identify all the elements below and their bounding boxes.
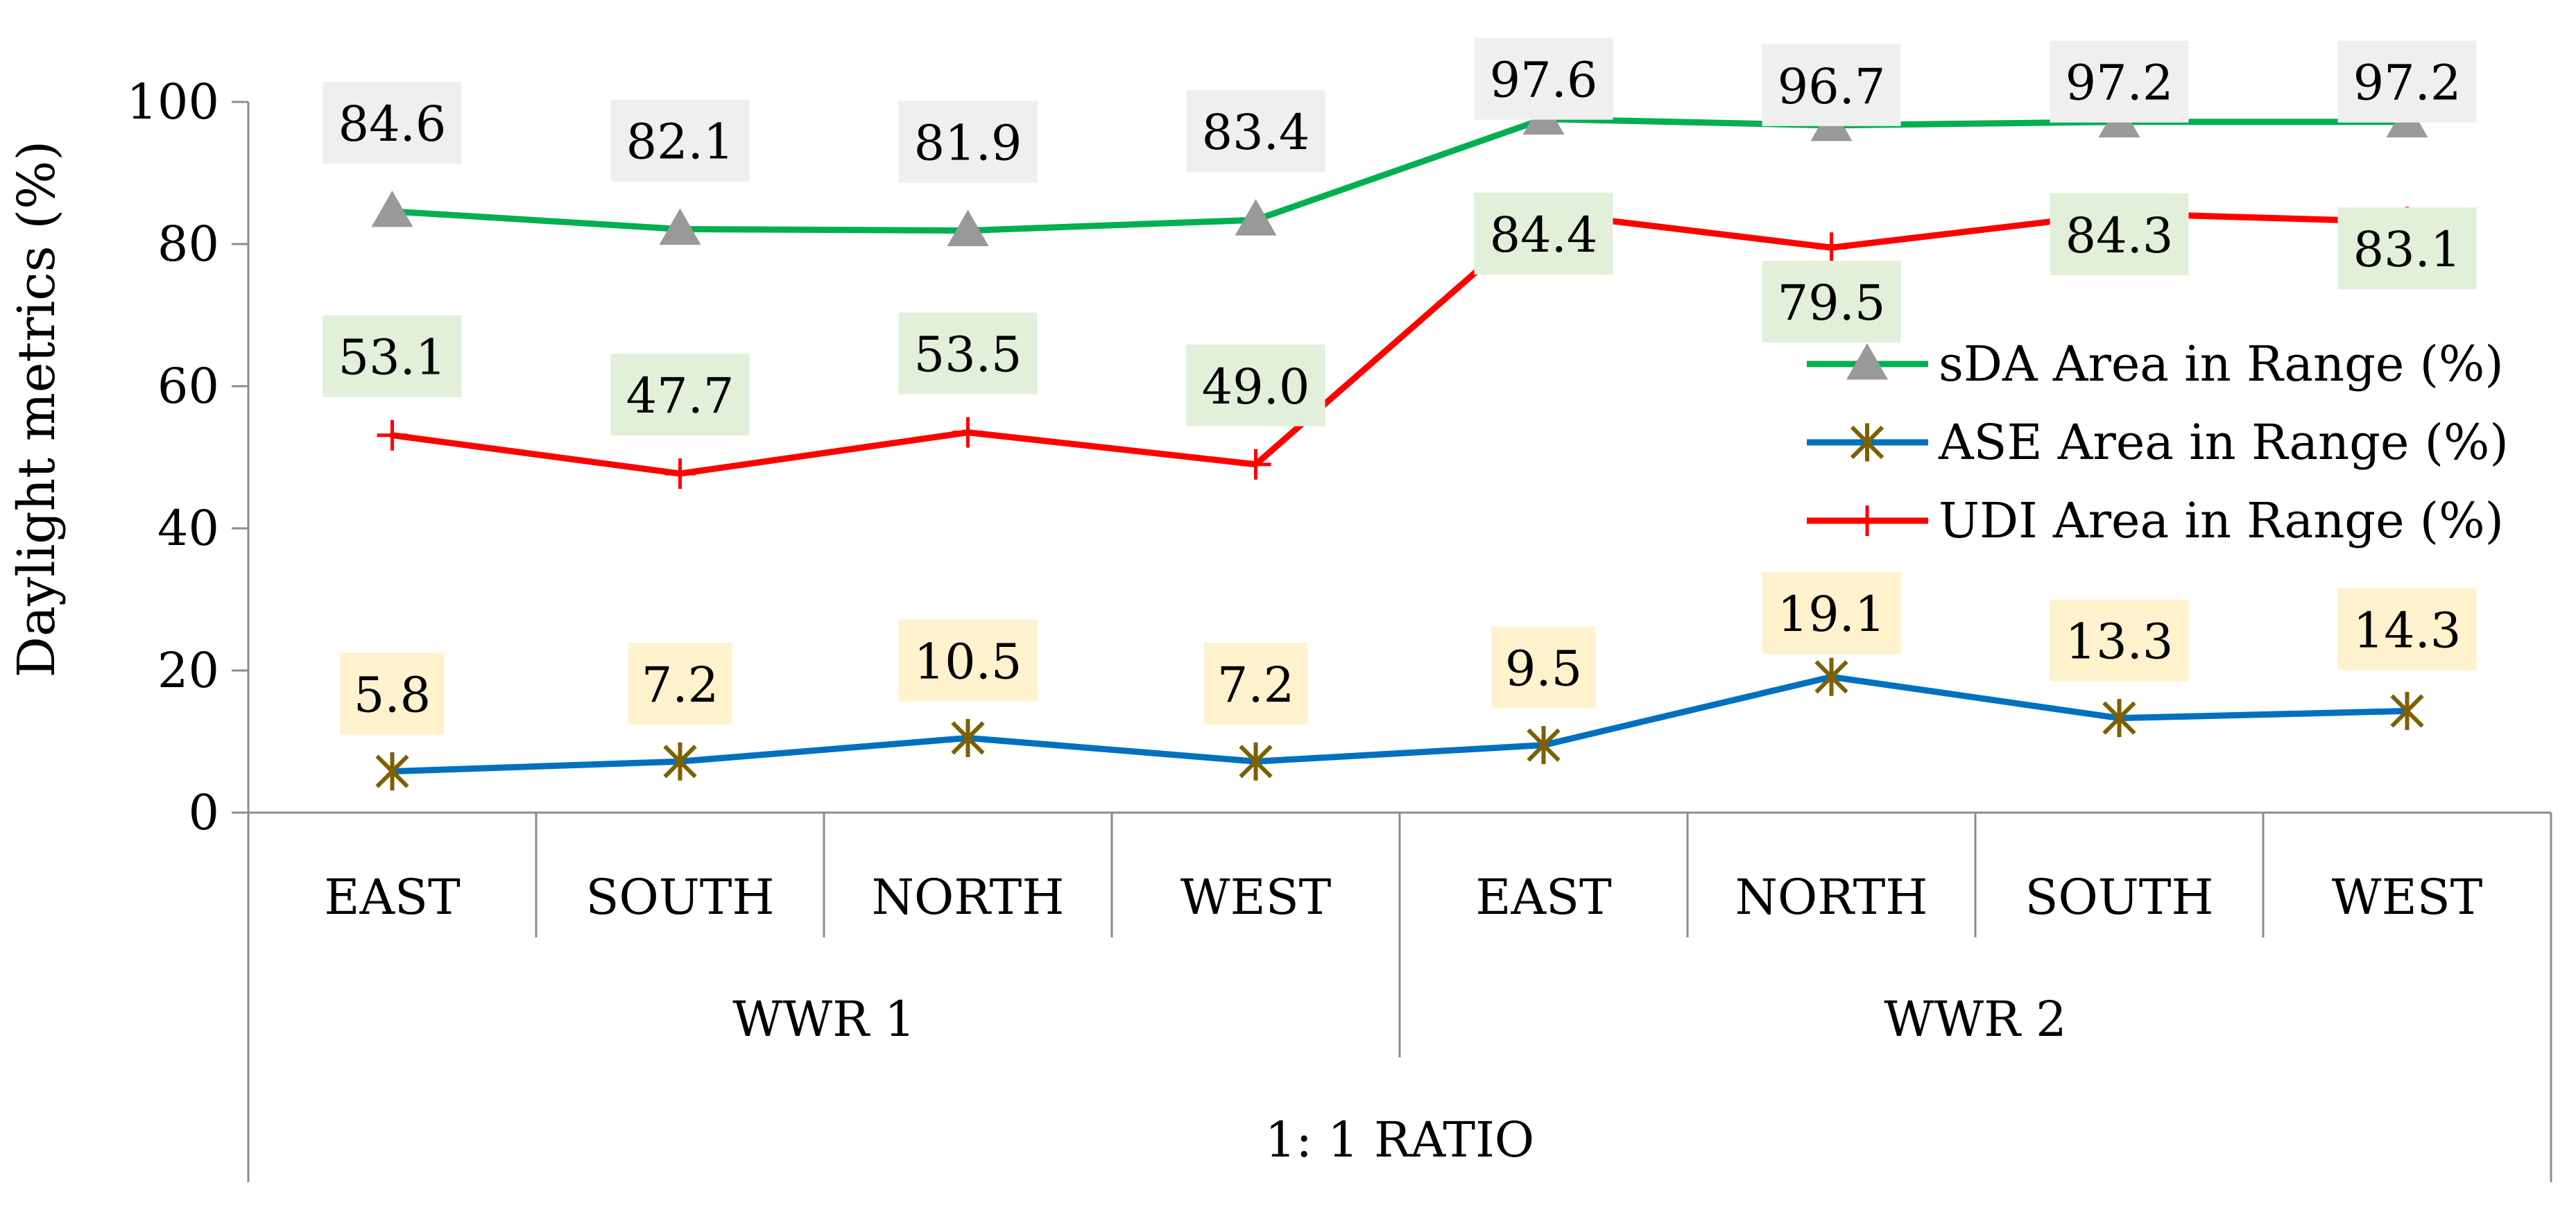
data-label-box (628, 643, 732, 725)
data-label-box (1474, 192, 1613, 275)
legend-label: UDI Area in Range (%) (1939, 492, 2504, 549)
data-point (1816, 232, 1847, 263)
data-label-box (340, 652, 445, 735)
data-label-box (2050, 40, 2189, 123)
data-point (659, 208, 701, 245)
data-label-box (898, 312, 1038, 395)
series-line (389, 673, 2410, 775)
legend-label: sDA Area in Range (%) (1939, 336, 2504, 392)
legend-swatch-marker (1846, 343, 1888, 380)
data-label-box (2337, 588, 2477, 670)
data-point (664, 458, 696, 490)
data-label-box (2337, 207, 2477, 290)
data-label: 83.4 (1202, 104, 1310, 161)
x-supergroup-label: 1: 1 RATIO (1265, 1111, 1534, 1168)
data-label: 96.7 (1778, 58, 1886, 115)
x-category-label: NORTH (872, 869, 1065, 926)
data-label-box (323, 81, 462, 164)
data-label-box (1474, 37, 1613, 120)
legend-label: ASE Area in Range (%) (1938, 414, 2509, 471)
data-label: 53.1 (338, 329, 447, 386)
y-tick-label: 60 (157, 358, 219, 415)
data-label: 84.3 (2066, 207, 2174, 264)
x-category-label: EAST (1475, 869, 1611, 926)
y-tick-label: 20 (157, 642, 219, 699)
data-label: 83.1 (2353, 221, 2462, 278)
data-label-box (1762, 44, 1901, 126)
data-label: 14.3 (2353, 602, 2462, 659)
data-label-box (610, 354, 750, 436)
data-label-box (2050, 193, 2189, 275)
data-point (2102, 699, 2136, 738)
x-category-label: WEST (2332, 869, 2483, 926)
x-category-label: WEST (1180, 869, 1332, 926)
data-label-box (2050, 599, 2189, 682)
x-category-label: EAST (324, 869, 460, 926)
data-point (375, 752, 409, 791)
data-label: 47.7 (626, 367, 735, 424)
y-tick-label: 0 (188, 784, 219, 841)
data-label: 97.2 (2066, 55, 2174, 112)
y-axis-label: Daylight metrics (%) (7, 141, 67, 678)
data-labels-layer: 84.6 82.1 81.9 83.4 97.6 96.7 97.2 97.2 5.8 7.2 10… (323, 37, 2477, 735)
x-category-label: NORTH (1735, 869, 1928, 926)
data-label: 53.5 (914, 327, 1022, 383)
data-point (952, 417, 984, 448)
data-label: 79.5 (1778, 275, 1886, 331)
data-label: 84.4 (1490, 207, 1598, 263)
data-point (2390, 691, 2424, 730)
data-label-box (898, 101, 1038, 183)
legend-swatch-marker (1852, 505, 1882, 536)
data-label: 97.2 (2353, 55, 2462, 112)
data-label-box (1186, 344, 1325, 426)
data-point (1240, 449, 1271, 480)
data-label-box (323, 315, 462, 397)
data-label: 9.5 (1505, 641, 1582, 698)
data-point (1814, 657, 1848, 696)
y-tick-label: 40 (157, 500, 219, 557)
data-label: 82.1 (626, 113, 735, 170)
data-point (947, 209, 989, 247)
x-group-label: WWR 2 (1884, 991, 2066, 1048)
data-label-box (2337, 40, 2477, 123)
legend: sDA Area in Range (%) ASE Area in Range (… (1807, 336, 2509, 549)
data-label: 19.1 (1778, 586, 1886, 643)
x-category-label: SOUTH (585, 869, 774, 926)
data-point (371, 190, 413, 227)
data-label: 7.2 (642, 657, 719, 713)
data-label-box (1762, 261, 1901, 343)
data-label: 7.2 (1217, 657, 1294, 713)
data-point (951, 718, 985, 757)
data-label: 5.8 (354, 667, 431, 724)
x-group-label: WWR 1 (732, 991, 915, 1048)
data-label: 10.5 (914, 633, 1022, 690)
data-label-box (1491, 626, 1596, 709)
data-point (1527, 726, 1561, 765)
data-label: 81.9 (914, 115, 1022, 172)
y-tick-label: 80 (157, 216, 219, 272)
data-label-box (1203, 643, 1308, 725)
data-label-box (898, 619, 1038, 702)
data-point (1235, 199, 1277, 236)
data-label-box (610, 99, 750, 182)
x-category-label: SOUTH (2025, 869, 2213, 926)
data-point (663, 742, 697, 781)
data-label: 49.0 (1202, 358, 1310, 415)
data-label-box (1186, 90, 1325, 173)
y-tick-label: 100 (126, 73, 219, 130)
data-label: 84.6 (338, 96, 447, 153)
data-label-box (1762, 572, 1901, 655)
legend-swatch-marker (1850, 423, 1884, 462)
data-point (377, 419, 408, 451)
data-label: 13.3 (2066, 614, 2174, 670)
data-label: 97.6 (1490, 52, 1598, 109)
data-point (1239, 742, 1273, 781)
axes: 0 20 40 60 80 100 EAST SOUTH NORTH WEST EAST NORTH S… (126, 73, 2552, 1182)
